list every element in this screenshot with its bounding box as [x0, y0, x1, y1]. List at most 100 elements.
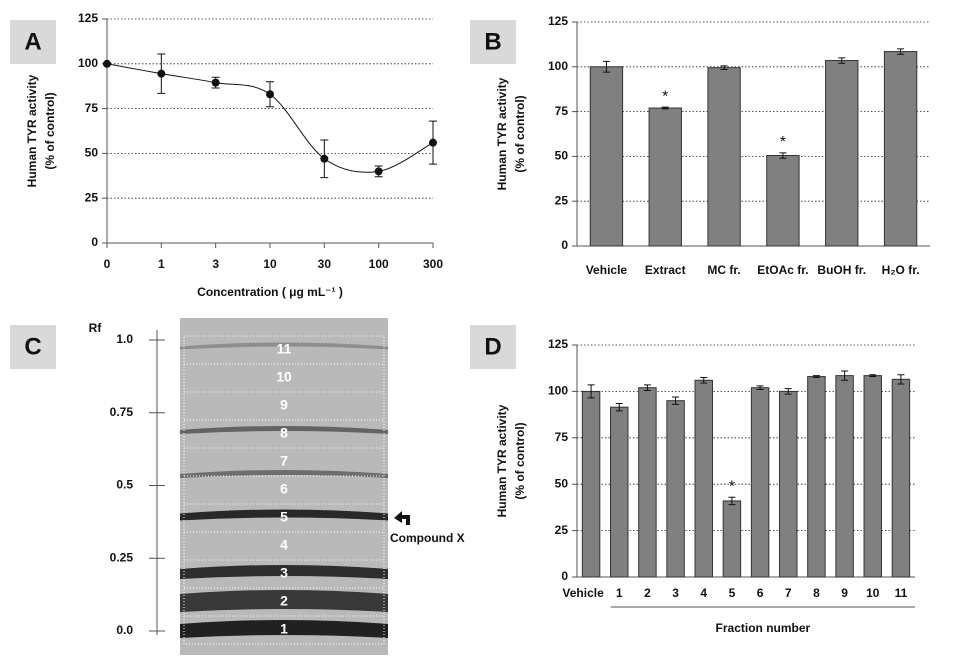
x-tick-label: 7 — [785, 586, 792, 600]
error-bar — [779, 152, 787, 159]
y-tick-label: 25 — [85, 190, 99, 204]
tlc-spot — [180, 565, 388, 579]
data-point — [211, 78, 220, 87]
y-tick-label: 0 — [561, 238, 568, 252]
x-tick-label: 10 — [263, 257, 277, 271]
x-tick-label: 9 — [841, 586, 848, 600]
arrow — [394, 511, 410, 525]
error-bar — [602, 60, 610, 73]
bar — [638, 387, 657, 578]
panel-label-box — [470, 325, 516, 369]
x-tick-label: Extract — [645, 263, 686, 277]
tlc-spot — [180, 509, 388, 521]
x-tick-label: 1 — [616, 586, 623, 600]
y-tick-label: 0.75 — [110, 405, 134, 419]
x-tick-label: 30 — [318, 257, 332, 271]
tlc-spot — [180, 620, 388, 638]
band-label: 9 — [280, 397, 288, 413]
error-bar — [812, 375, 820, 378]
bar — [835, 375, 854, 578]
band-label: 3 — [280, 565, 288, 581]
y-tick-label: 75 — [555, 104, 569, 118]
bar — [648, 107, 682, 247]
error-bar — [869, 374, 877, 378]
tlc-spot — [180, 590, 388, 612]
band-label: 6 — [280, 481, 288, 497]
band-label: 10 — [276, 369, 292, 385]
y-tick-label: 50 — [555, 149, 569, 163]
x-tick-label: 300 — [423, 257, 443, 271]
data-point — [320, 154, 329, 163]
bar — [779, 390, 798, 578]
axis-title: Rf — [89, 321, 103, 335]
y-tick-label: 75 — [85, 101, 99, 115]
band-label: 5 — [280, 509, 288, 525]
y-axis-title: (% of control) — [513, 95, 527, 172]
bar — [666, 400, 685, 578]
x-tick-label: EtOAc fr. — [757, 263, 808, 277]
band-label: 8 — [280, 425, 288, 441]
bar — [722, 500, 742, 578]
band-label: 1 — [280, 621, 288, 637]
panel-label-box — [10, 20, 56, 64]
error-bar — [756, 385, 764, 391]
error-bar — [700, 376, 708, 384]
error-bar — [615, 402, 623, 412]
y-tick-label: 125 — [548, 337, 568, 351]
annotation: Compound X — [390, 531, 465, 545]
x-tick-label: 5 — [729, 586, 736, 600]
error-bar — [728, 496, 736, 506]
y-tick-label: 100 — [78, 56, 98, 70]
x-tick-label: 3 — [672, 586, 679, 600]
tlc-spot — [180, 470, 388, 478]
panel-label: C — [24, 333, 41, 360]
x-tick-label: 4 — [700, 586, 707, 600]
y-tick-label: 100 — [548, 384, 568, 398]
error-bar — [720, 65, 728, 70]
bar — [825, 60, 859, 247]
bar — [707, 67, 741, 247]
data-point — [103, 59, 111, 68]
error-bar — [841, 370, 849, 381]
panel-label: D — [484, 333, 501, 360]
y-tick-label: 50 — [555, 476, 569, 490]
x-tick-label: H₂O fr. — [882, 263, 920, 277]
x-tick-label: Vehicle — [562, 586, 604, 600]
y-tick-label: 0.25 — [110, 550, 134, 564]
x-tick-label: 3 — [212, 257, 219, 271]
x-axis-title: Concentration ( μg mL⁻¹ ) — [197, 285, 343, 299]
y-tick-label: 1.0 — [116, 332, 133, 346]
panel-label: B — [484, 28, 501, 55]
significance-mark: * — [780, 134, 786, 151]
x-axis-title: Fraction number — [716, 621, 811, 635]
y-tick-label: 25 — [555, 523, 569, 537]
error-bar — [672, 396, 680, 405]
bar — [891, 378, 911, 578]
y-axis-title: (% of control) — [513, 422, 527, 499]
y-tick-label: 125 — [78, 11, 98, 25]
data-line — [106, 63, 434, 173]
x-tick-label: MC fr. — [707, 263, 740, 277]
x-tick-label: 8 — [813, 586, 820, 600]
bar — [610, 406, 629, 578]
tlc-spot — [180, 426, 388, 434]
y-tick-label: 0.5 — [116, 478, 133, 492]
band-label: 4 — [280, 537, 288, 553]
error-bar — [784, 388, 792, 395]
data-point — [429, 138, 437, 147]
tlc-spot — [180, 342, 388, 350]
x-tick-label: 11 — [895, 586, 908, 600]
significance-mark: * — [729, 478, 735, 495]
y-tick-label: 125 — [548, 14, 568, 28]
bar — [766, 155, 800, 247]
bar — [883, 51, 918, 247]
band-label: 7 — [280, 453, 288, 469]
x-tick-label: BuOH fr. — [817, 263, 866, 277]
error-bar — [897, 374, 905, 385]
y-tick-label: 100 — [548, 59, 568, 73]
band-label: 2 — [280, 593, 288, 609]
bar — [694, 379, 713, 578]
error-bar — [643, 384, 651, 391]
bar — [863, 375, 882, 578]
